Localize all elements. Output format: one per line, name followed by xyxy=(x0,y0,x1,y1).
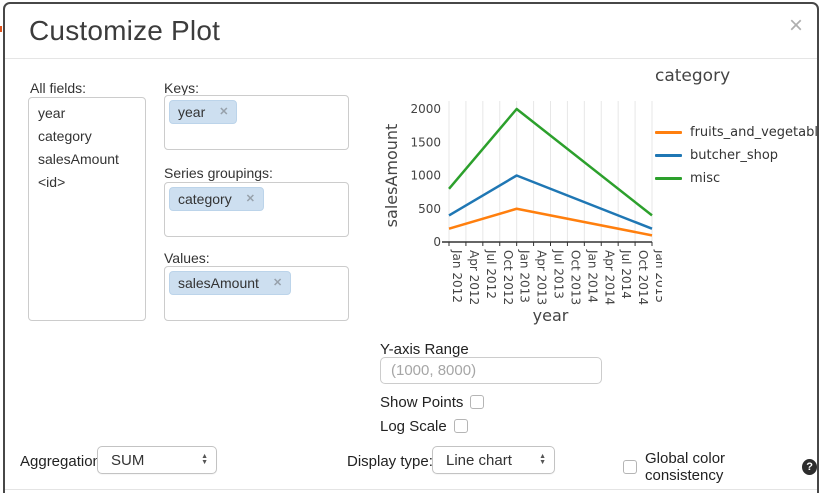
tag-category[interactable]: category ✕ xyxy=(169,187,264,211)
display-type-value: Line chart xyxy=(446,451,512,469)
x-tick-label: Apr 2013 xyxy=(535,250,549,305)
x-tick-label: Oct 2014 xyxy=(636,250,650,305)
x-tick-label: Jan 2013 xyxy=(518,249,532,303)
legend-swatch xyxy=(655,154,682,157)
tag-label: year xyxy=(178,104,206,120)
close-icon[interactable]: × xyxy=(788,12,803,39)
series-line xyxy=(448,207,653,237)
legend-label: butcher_shop xyxy=(690,148,779,163)
keys-label: Keys: xyxy=(164,80,200,96)
dialog-header: Customize Plot × xyxy=(5,4,817,59)
chart-legend: category fruits_and_vegetables butcher_sh… xyxy=(655,66,819,192)
x-tick-label: Jul 2014 xyxy=(619,249,633,299)
x-tick-label: Jan 2014 xyxy=(585,249,599,303)
background-artifact xyxy=(0,26,2,32)
log-scale-label: Log Scale xyxy=(380,417,447,435)
x-tick-label: Apr 2012 xyxy=(467,250,481,305)
all-fields-list: year category salesAmount <id> xyxy=(28,97,146,321)
tag-label: salesAmount xyxy=(178,275,259,291)
y-tick-label: 1000 xyxy=(410,169,441,183)
tag-year[interactable]: year ✕ xyxy=(169,100,238,124)
values-dropzone[interactable]: salesAmount ✕ xyxy=(164,266,349,321)
remove-tag-icon[interactable]: ✕ xyxy=(219,105,229,118)
legend-item[interactable]: fruits_and_vegetables xyxy=(655,123,819,142)
legend-swatch xyxy=(655,177,682,180)
x-tick-label: Oct 2013 xyxy=(568,250,582,305)
series-line xyxy=(448,174,653,230)
dialog-title: Customize Plot xyxy=(29,15,221,46)
aggregation-value: SUM xyxy=(111,451,145,469)
remove-tag-icon[interactable]: ✕ xyxy=(272,276,283,289)
y-tick-label: 0 xyxy=(433,235,441,249)
x-tick-label: Apr 2014 xyxy=(602,250,616,305)
stepper-icon: ▲ ▼ xyxy=(201,453,208,466)
keys-dropzone[interactable]: year ✕ xyxy=(164,95,349,150)
display-type-label: Display type: xyxy=(347,453,433,470)
all-fields-label: All fields: xyxy=(30,80,87,96)
field-item-id[interactable]: <id> xyxy=(38,174,66,190)
field-item-year[interactable]: year xyxy=(38,105,66,121)
series-groupings-dropzone[interactable]: category ✕ xyxy=(164,182,349,237)
global-color-row: Global color consistency ? xyxy=(623,450,817,484)
y-tick-label: 500 xyxy=(418,202,441,216)
legend-item[interactable]: butcher_shop xyxy=(655,146,817,165)
x-axis-title: year xyxy=(533,306,569,325)
y-axis-range-label: Y-axis Range xyxy=(380,341,469,358)
aggregation-label: Aggregation: xyxy=(20,453,106,470)
values-label: Values: xyxy=(164,250,210,266)
stepper-icon: ▲ ▼ xyxy=(539,453,546,466)
x-tick-label: Jan 2015 xyxy=(653,249,662,303)
footer-divider xyxy=(5,489,817,490)
tag-label: category xyxy=(178,191,232,207)
x-tick-label: Jan 2012 xyxy=(450,249,464,303)
y-axis-range-input[interactable] xyxy=(380,357,602,384)
legend-item[interactable]: misc xyxy=(655,169,817,188)
y-tick-label: 2000 xyxy=(410,102,441,116)
field-item-category[interactable]: category xyxy=(38,128,92,144)
legend-title: category xyxy=(655,66,731,86)
log-scale-row: Log Scale xyxy=(380,417,468,435)
legend-swatch xyxy=(655,131,682,134)
plot-preview: 0 500 1000 1500 2000 Jan 2012 Apr 2012 Jul 2012… xyxy=(382,101,662,325)
legend-label: misc xyxy=(690,171,721,186)
legend-label: fruits_and_vegetables xyxy=(690,125,819,140)
field-item-salesamount[interactable]: salesAmount xyxy=(38,151,119,167)
customize-plot-dialog: Customize Plot × All fields: year catego… xyxy=(3,2,819,493)
display-type-select[interactable]: Line chart ▲ ▼ xyxy=(432,446,555,474)
x-tick-label: Jul 2012 xyxy=(484,249,498,299)
y-tick-label: 1500 xyxy=(410,135,441,149)
global-color-label: Global color consistency xyxy=(645,450,726,484)
global-color-checkbox[interactable] xyxy=(623,460,637,474)
series-line xyxy=(448,107,653,217)
remove-tag-icon[interactable]: ✕ xyxy=(245,192,255,205)
y-axis-title: salesAmount xyxy=(382,124,401,228)
help-icon[interactable]: ? xyxy=(802,459,817,475)
show-points-row: Show Points xyxy=(380,393,485,411)
show-points-label: Show Points xyxy=(380,393,464,411)
tag-salesamount[interactable]: salesAmount ✕ xyxy=(169,271,292,295)
aggregation-select[interactable]: SUM ▲ ▼ xyxy=(97,446,217,474)
show-points-checkbox[interactable] xyxy=(470,395,485,409)
x-tick-label: Jul 2013 xyxy=(552,249,566,299)
log-scale-checkbox[interactable] xyxy=(453,419,468,433)
series-groupings-label: Series groupings: xyxy=(164,165,273,181)
x-tick-label: Oct 2012 xyxy=(501,250,515,305)
